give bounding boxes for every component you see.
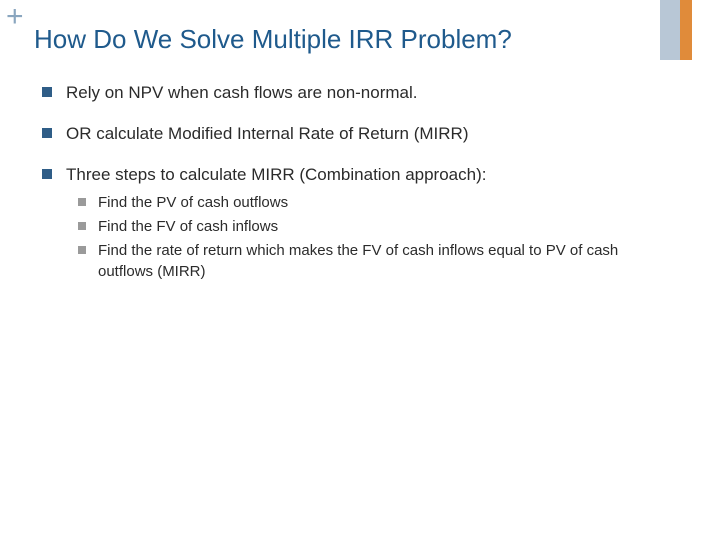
sub-list-item: Find the PV of cash outflows [78,193,680,213]
sub-list-item-text: Find the rate of return which makes the … [98,241,658,282]
list-item-text: Three steps to calculate MIRR (Combinati… [66,164,486,187]
slide-title: How Do We Solve Multiple IRR Problem? [34,24,512,55]
list-item-text: Rely on NPV when cash flows are non-norm… [66,82,418,105]
list-item: OR calculate Modified Internal Rate of R… [42,123,680,146]
content-area: Rely on NPV when cash flows are non-norm… [42,82,680,286]
sub-list-item-text: Find the PV of cash outflows [98,193,288,213]
bullet-icon [42,87,52,97]
sub-bullet-icon [78,246,86,254]
sub-list: Find the PV of cash outflows Find the FV… [78,193,680,282]
bullet-icon [42,169,52,179]
sub-bullet-icon [78,222,86,230]
sub-list-item-text: Find the FV of cash inflows [98,217,278,237]
corner-accent [660,0,692,60]
list-item: Rely on NPV when cash flows are non-norm… [42,82,680,105]
accent-right-bar [680,0,692,60]
bullet-icon [42,128,52,138]
accent-left-bar [660,0,680,60]
list-item-text: OR calculate Modified Internal Rate of R… [66,123,469,146]
plus-icon: + [6,2,24,32]
sub-bullet-icon [78,198,86,206]
list-item: Three steps to calculate MIRR (Combinati… [42,164,680,187]
sub-list-item: Find the FV of cash inflows [78,217,680,237]
sub-list-item: Find the rate of return which makes the … [78,241,680,282]
